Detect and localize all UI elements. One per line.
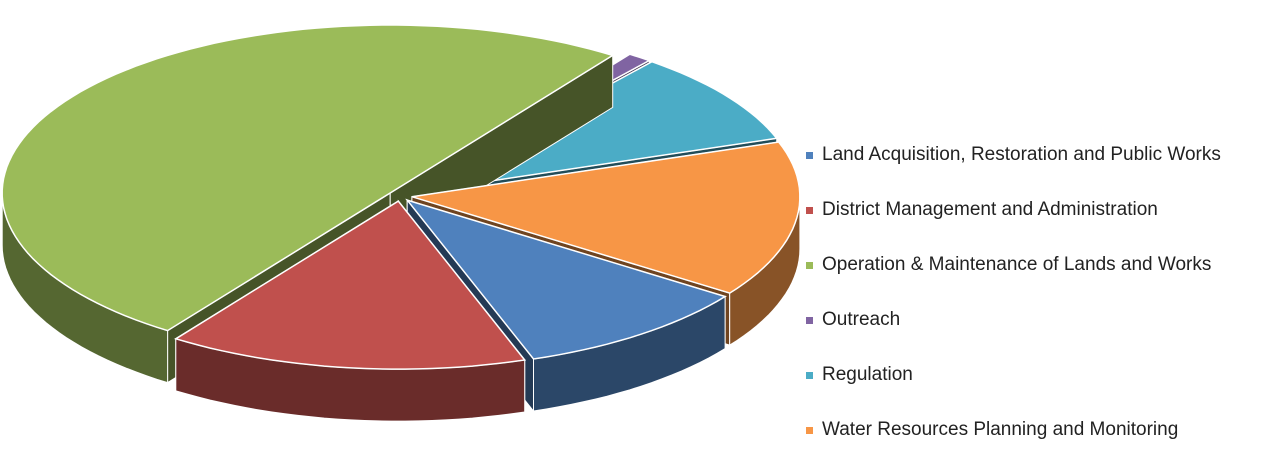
legend-swatch — [806, 262, 813, 269]
slice — [1, 24, 615, 332]
slice — [405, 198, 727, 360]
legend-item: Water Resources Planning and Monitoring — [806, 418, 1276, 442]
legend-label: Operation & Maintenance of Lands and Wor… — [822, 254, 1212, 275]
legend-swatch — [806, 372, 813, 379]
legend-swatch — [806, 427, 813, 434]
legend-label: Outreach — [822, 309, 901, 330]
pie-area — [1, 24, 800, 422]
legend-item: District Management and Administration — [806, 198, 1276, 222]
slice — [173, 200, 527, 370]
legend-label: Water Resources Planning and Monitoring — [822, 419, 1179, 440]
legend-item: Regulation — [806, 363, 1276, 387]
legend-label: Land Acquisition, Restoration and Public… — [822, 144, 1221, 165]
legend-item: Outreach — [806, 308, 1276, 332]
legend-swatch — [806, 207, 813, 214]
legend-swatch — [806, 317, 813, 324]
legend-label: District Management and Administration — [822, 199, 1158, 220]
legend-item: Operation & Maintenance of Lands and Wor… — [806, 253, 1276, 277]
slice — [411, 141, 800, 294]
legend-label: Regulation — [822, 364, 913, 385]
legend-swatch — [806, 152, 813, 159]
legend-item: Land Acquisition, Restoration and Public… — [806, 143, 1276, 167]
